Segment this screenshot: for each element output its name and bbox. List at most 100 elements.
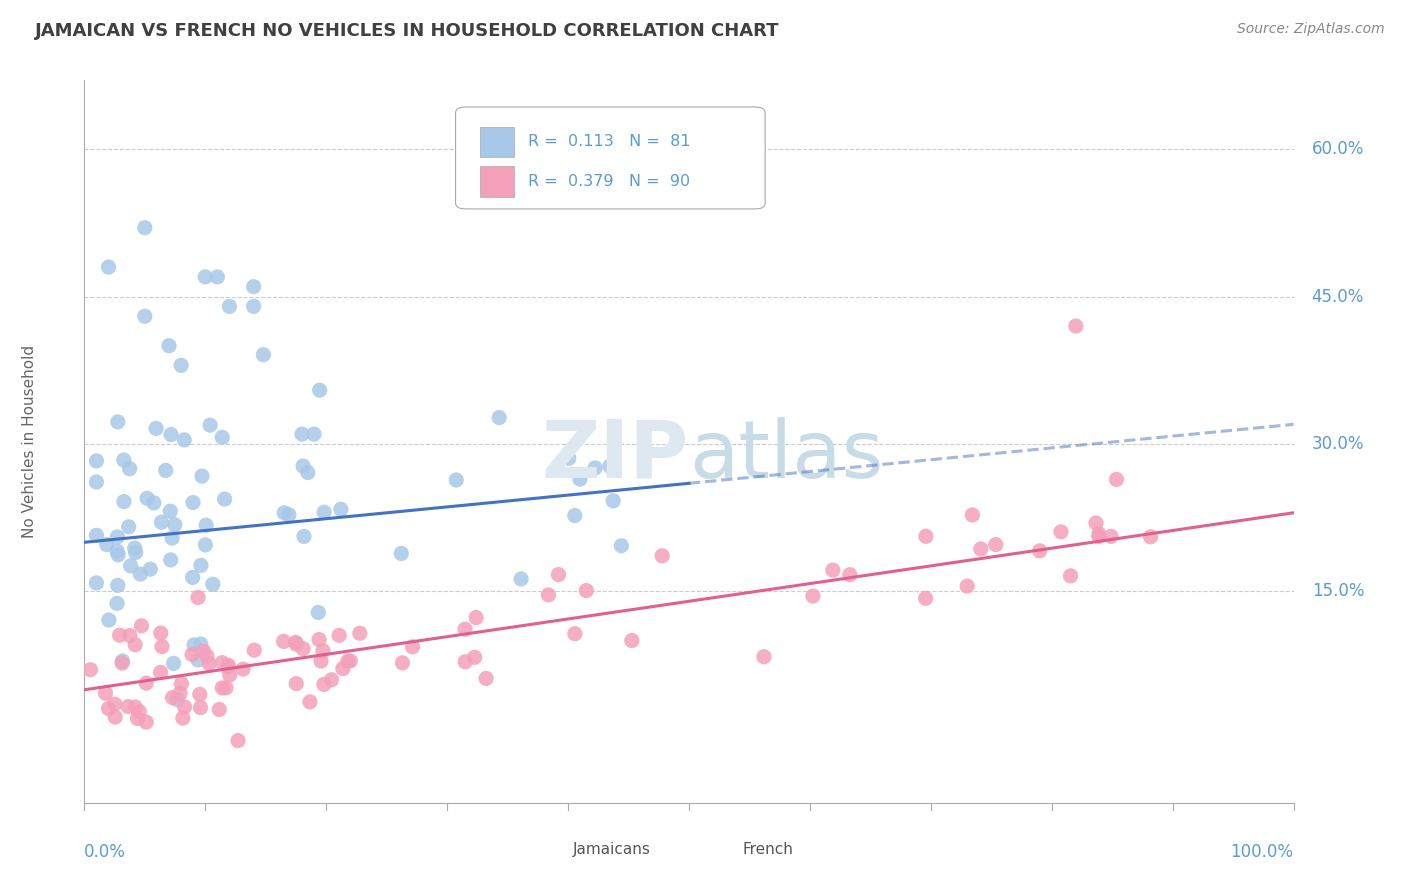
Point bbox=[190, 558, 212, 573]
Point bbox=[329, 502, 352, 516]
Point bbox=[124, 700, 146, 714]
Point bbox=[162, 657, 184, 671]
Text: French: French bbox=[742, 842, 793, 857]
Text: 0.0%: 0.0% bbox=[84, 843, 127, 861]
Point bbox=[821, 563, 844, 577]
Text: Jamaicans: Jamaicans bbox=[572, 842, 651, 857]
Point bbox=[201, 577, 224, 591]
Point bbox=[547, 567, 569, 582]
Point bbox=[218, 668, 240, 682]
Point bbox=[149, 665, 172, 680]
Point bbox=[97, 701, 120, 715]
Point bbox=[332, 662, 354, 676]
Point bbox=[214, 492, 236, 507]
Point bbox=[970, 541, 993, 556]
Point bbox=[1059, 569, 1081, 583]
Point bbox=[298, 695, 321, 709]
Point bbox=[984, 537, 1007, 551]
Bar bbox=[479, 127, 513, 157]
Point bbox=[1085, 516, 1108, 530]
Text: R =  0.113   N =  81: R = 0.113 N = 81 bbox=[529, 134, 690, 149]
Text: No Vehicles in Household: No Vehicles in Household bbox=[22, 345, 38, 538]
Point bbox=[118, 629, 141, 643]
Point bbox=[1050, 524, 1073, 539]
Point bbox=[349, 626, 371, 640]
Point bbox=[1088, 529, 1111, 543]
Point bbox=[962, 508, 984, 522]
Point bbox=[195, 518, 218, 533]
Point bbox=[134, 309, 156, 323]
Point bbox=[195, 648, 218, 663]
Point bbox=[285, 637, 308, 651]
Text: 30.0%: 30.0% bbox=[1312, 435, 1364, 453]
Point bbox=[328, 628, 350, 642]
Point bbox=[465, 610, 488, 624]
Point bbox=[190, 700, 212, 714]
Point bbox=[191, 469, 214, 483]
Point bbox=[602, 493, 624, 508]
Point bbox=[150, 515, 173, 529]
Bar bbox=[531, 838, 558, 862]
Point bbox=[273, 506, 295, 520]
Point bbox=[309, 654, 332, 668]
Point bbox=[149, 626, 172, 640]
Point bbox=[1099, 529, 1122, 543]
Point bbox=[94, 686, 117, 700]
Point bbox=[86, 475, 108, 489]
Point bbox=[104, 697, 127, 711]
Bar bbox=[702, 838, 728, 862]
Point bbox=[157, 339, 180, 353]
Point bbox=[446, 473, 468, 487]
Point bbox=[117, 699, 139, 714]
Point bbox=[194, 269, 217, 284]
Point bbox=[314, 505, 336, 519]
Point bbox=[188, 687, 211, 701]
Point bbox=[391, 656, 413, 670]
Point bbox=[575, 583, 598, 598]
Point bbox=[104, 710, 127, 724]
Point bbox=[172, 711, 194, 725]
Point bbox=[308, 632, 330, 647]
Point bbox=[564, 508, 586, 523]
Point bbox=[163, 517, 186, 532]
Point bbox=[752, 649, 775, 664]
Point bbox=[198, 418, 221, 433]
Point bbox=[135, 676, 157, 690]
Point bbox=[243, 643, 266, 657]
Point bbox=[312, 643, 335, 657]
Point bbox=[297, 466, 319, 480]
Point bbox=[170, 359, 193, 373]
Point bbox=[107, 548, 129, 562]
Point bbox=[284, 635, 307, 649]
Point bbox=[232, 662, 254, 676]
Point bbox=[162, 690, 184, 705]
Point bbox=[97, 613, 120, 627]
Point bbox=[308, 383, 330, 397]
Text: 45.0%: 45.0% bbox=[1312, 287, 1364, 306]
Point bbox=[278, 508, 301, 522]
Point bbox=[307, 606, 329, 620]
Point bbox=[211, 430, 233, 444]
Point bbox=[79, 663, 101, 677]
Point bbox=[150, 640, 173, 654]
Point bbox=[105, 530, 128, 544]
Point bbox=[568, 472, 591, 486]
Point bbox=[610, 539, 633, 553]
Point bbox=[193, 644, 215, 658]
Point bbox=[124, 545, 146, 559]
Point bbox=[292, 458, 315, 473]
Point bbox=[291, 427, 314, 442]
Point bbox=[537, 588, 560, 602]
Point bbox=[118, 461, 141, 475]
Point bbox=[128, 705, 150, 719]
Point bbox=[339, 654, 361, 668]
Point bbox=[96, 538, 118, 552]
Point bbox=[914, 591, 936, 606]
Point bbox=[170, 676, 193, 690]
Point bbox=[211, 656, 233, 670]
Point bbox=[1105, 472, 1128, 486]
Point bbox=[915, 529, 938, 543]
Point bbox=[105, 544, 128, 558]
Point bbox=[124, 541, 146, 555]
Point bbox=[129, 567, 152, 582]
